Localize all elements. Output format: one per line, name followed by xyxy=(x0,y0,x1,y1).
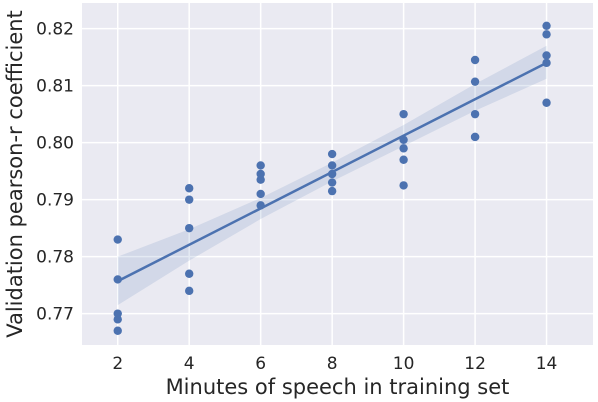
data-point xyxy=(470,132,480,142)
x-tick-label: 2 xyxy=(112,354,123,374)
y-tick-label: 0.80 xyxy=(36,134,74,154)
data-point xyxy=(542,98,551,107)
data-point xyxy=(185,223,194,233)
y-tick-label: 0.77 xyxy=(36,305,74,325)
data-point xyxy=(113,315,122,324)
x-tick-label: 4 xyxy=(184,354,195,374)
data-point xyxy=(256,175,265,184)
data-point xyxy=(399,109,408,119)
data-point xyxy=(542,51,551,60)
y-tick-label: 0.81 xyxy=(36,77,74,97)
data-point xyxy=(470,55,480,65)
data-point xyxy=(327,186,337,196)
data-point xyxy=(185,195,194,204)
data-point xyxy=(327,178,337,187)
data-point xyxy=(327,161,337,170)
x-tick-label: 12 xyxy=(464,354,486,374)
data-point xyxy=(113,235,122,244)
data-point xyxy=(542,30,551,39)
y-tick-label: 0.79 xyxy=(36,191,74,211)
data-point xyxy=(185,286,194,296)
x-tick-label: 8 xyxy=(327,354,338,374)
data-point xyxy=(113,326,122,335)
y-tick-label: 0.82 xyxy=(36,20,74,40)
data-point xyxy=(470,109,480,119)
x-tick-label: 10 xyxy=(393,354,415,374)
data-point xyxy=(256,189,265,199)
x-axis-label: Minutes of speech in training set xyxy=(166,375,510,399)
data-point xyxy=(185,269,194,278)
x-tick-label: 14 xyxy=(536,354,558,374)
x-tick-label: 6 xyxy=(255,354,266,374)
regression-line xyxy=(117,61,548,283)
y-tick-label: 0.78 xyxy=(36,248,74,268)
data-point xyxy=(399,155,408,164)
data-point xyxy=(399,181,408,190)
data-point xyxy=(327,149,337,159)
data-points xyxy=(113,21,551,335)
x-tick-labels: 2 4 6 8 10 12 14 xyxy=(112,354,557,374)
data-point xyxy=(542,21,551,30)
data-point xyxy=(113,275,122,284)
data-point xyxy=(256,161,265,170)
y-axis-label: Validation pearson-r coefficient xyxy=(3,10,27,338)
data-point xyxy=(399,144,408,153)
data-point xyxy=(185,184,194,193)
data-point xyxy=(470,77,480,86)
plot-area xyxy=(82,3,593,345)
y-tick-labels: 0.77 0.78 0.79 0.80 0.81 0.82 xyxy=(36,20,74,325)
